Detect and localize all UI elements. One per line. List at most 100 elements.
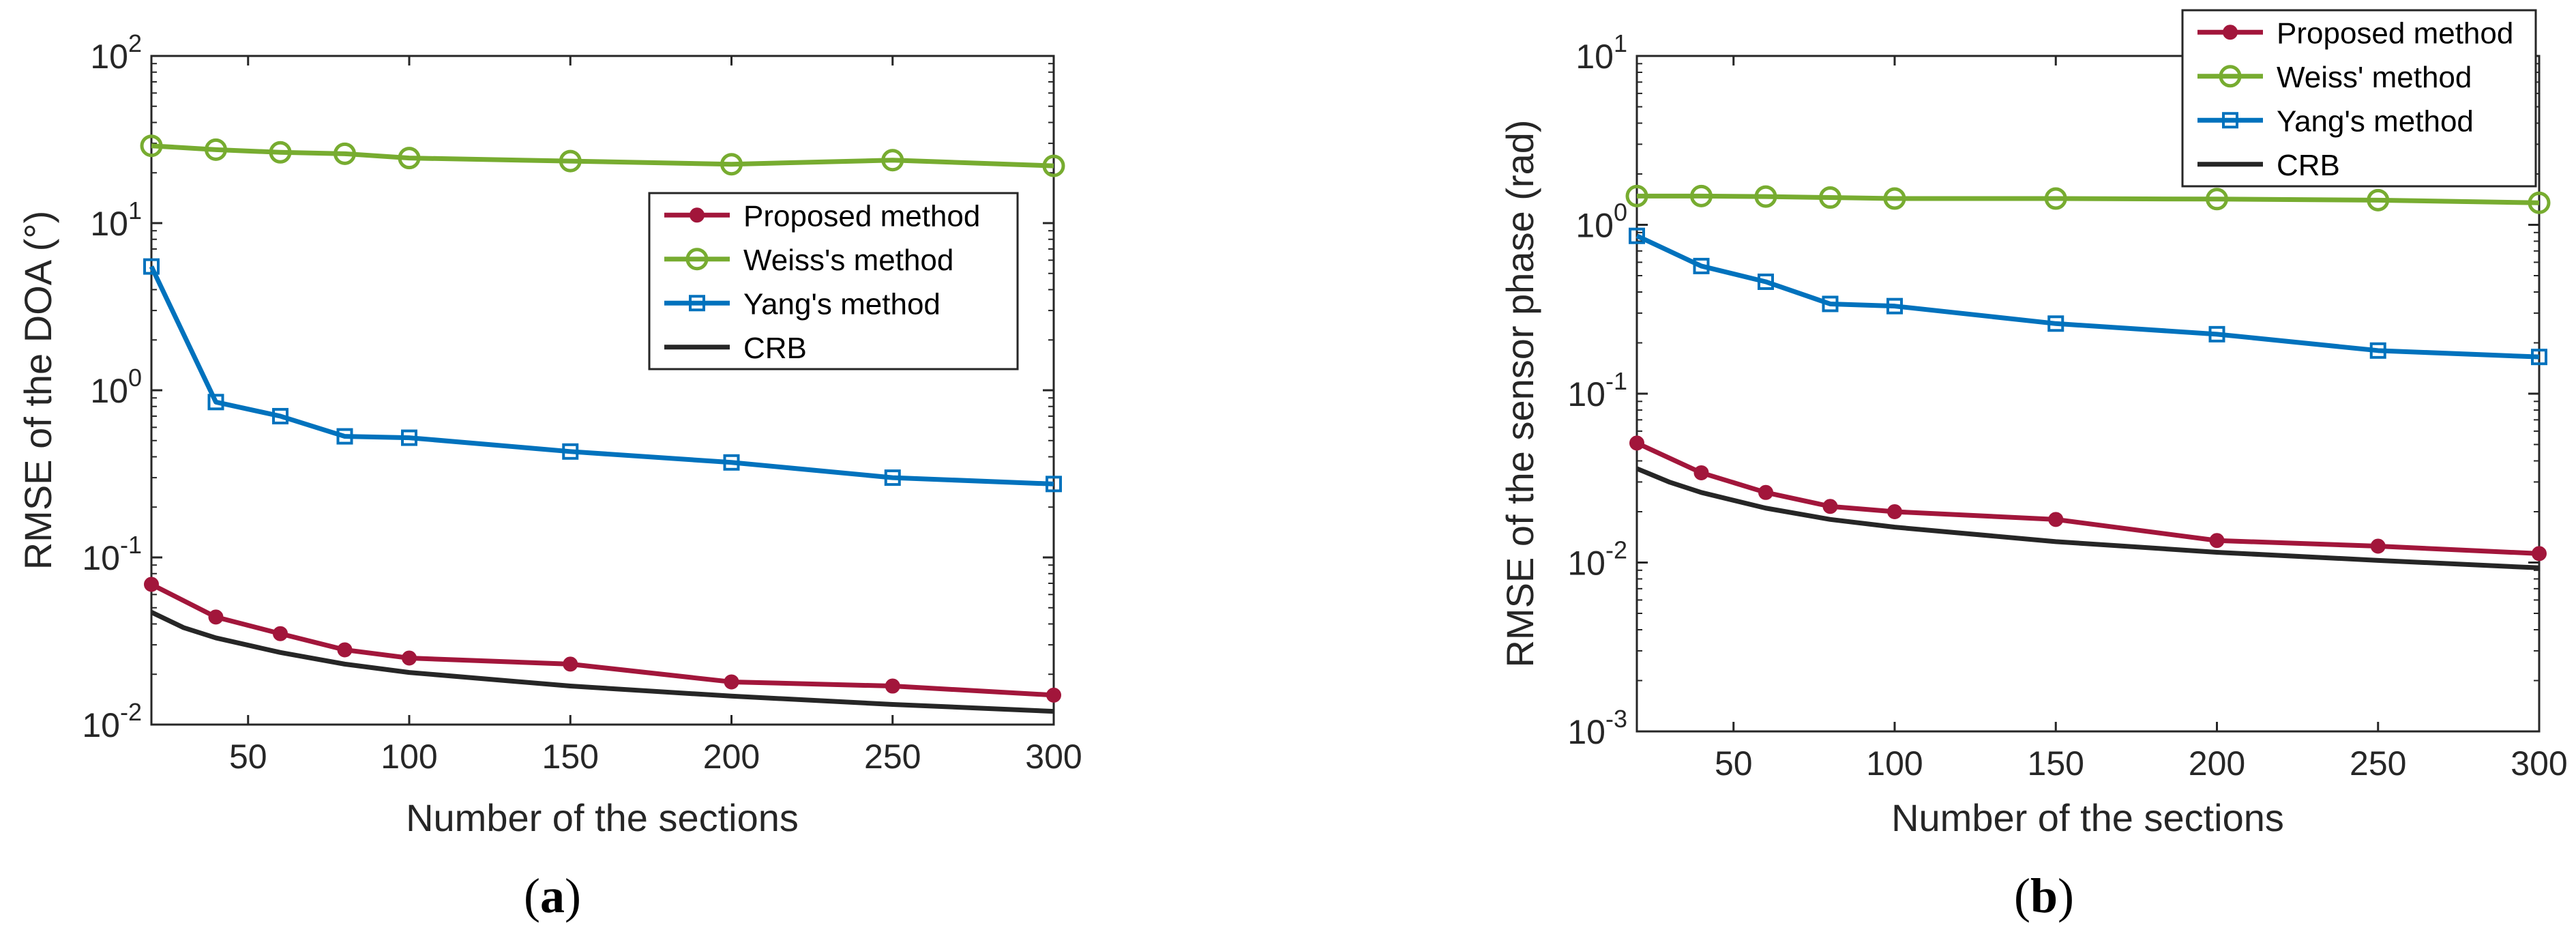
chart-panel-a: 50 100 150 200 250 300 10-2 10-1 100 101 102 Numb… <box>16 29 1082 923</box>
data-point <box>1887 504 1902 519</box>
data-point <box>207 394 224 411</box>
plot-area <box>150 55 1055 726</box>
legend: Proposed method Weiss' method Yang's metho… <box>2181 9 2537 188</box>
data-point <box>140 134 163 158</box>
data-point <box>1822 295 1839 312</box>
x-tick-label: 50 <box>1715 744 1753 783</box>
data-point <box>2222 112 2238 129</box>
x-tick-label: 300 <box>1025 738 1082 776</box>
data-point <box>334 142 356 165</box>
data-point <box>2048 512 2064 527</box>
data-point <box>724 674 739 690</box>
data-point <box>337 642 353 658</box>
data-point <box>143 258 160 275</box>
series-line <box>149 265 1054 486</box>
x-tick-label: 200 <box>2189 744 2245 783</box>
data-point <box>1042 154 1065 177</box>
series-line <box>151 143 1054 169</box>
series-yang <box>1629 227 2547 366</box>
y-tick-label: 102 <box>90 29 142 76</box>
data-point <box>144 577 159 592</box>
x-tick-label: 150 <box>2028 744 2084 783</box>
data-point <box>563 656 578 672</box>
data-point <box>269 141 292 164</box>
legend-box <box>2181 9 2537 188</box>
data-point <box>720 153 743 176</box>
data-point <box>2219 65 2242 88</box>
data-point <box>2206 188 2228 211</box>
data-point <box>2369 342 2386 359</box>
legend-box <box>648 192 1019 370</box>
data-point <box>562 443 579 460</box>
data-point <box>2367 188 2390 212</box>
data-point <box>1046 476 1062 493</box>
legend-label-crb: CRB <box>2277 149 2340 182</box>
data-point <box>1886 297 1903 315</box>
series-proposed <box>144 577 1061 703</box>
data-point <box>273 626 288 641</box>
y-axis-label: RMSE of the sensor phase (rad) <box>1498 119 1541 667</box>
legend-label-weiss: Weiss's method <box>743 244 953 277</box>
data-point <box>1690 184 1713 207</box>
x-tick-label: 200 <box>703 738 760 776</box>
y-tick-label: 101 <box>1575 29 1627 76</box>
data-point <box>398 147 421 170</box>
series-line <box>1635 466 2540 570</box>
x-tick-label: 250 <box>864 738 921 776</box>
x-tick-label: 100 <box>1866 744 1923 783</box>
data-point <box>1046 687 1061 703</box>
data-point <box>2223 25 2238 40</box>
x-tick-label: 150 <box>542 738 599 776</box>
x-tick-label: 50 <box>229 738 267 776</box>
series-proposed <box>1629 435 2547 562</box>
data-point <box>272 407 288 424</box>
data-point <box>2532 546 2547 562</box>
data-point <box>689 295 705 312</box>
y-tick-label: 10-2 <box>82 698 142 744</box>
y-tick-label: 100 <box>1575 199 1627 245</box>
data-point <box>336 428 353 445</box>
data-point <box>1758 273 1774 290</box>
data-point <box>1625 184 1648 207</box>
series-line <box>1635 233 2540 360</box>
panel-caption: (b) <box>2014 869 2074 923</box>
series-line <box>150 610 1054 714</box>
data-point <box>2528 191 2551 214</box>
data-point <box>402 650 417 666</box>
chart-panel-b: 50 100 150 200 250 300 10-3 10-2 10-1 100 101 Num… <box>1498 9 2568 923</box>
legend-label-weiss: Weiss' method <box>2277 61 2472 94</box>
series-crb <box>1635 466 2540 570</box>
y-tick-label: 10-1 <box>82 531 142 577</box>
data-point <box>2044 187 2067 210</box>
data-point <box>723 454 740 471</box>
series-weiss <box>1625 184 2551 214</box>
data-point <box>401 429 417 446</box>
legend-label-yang: Yang's method <box>2277 104 2474 138</box>
y-tick-label: 10-3 <box>1567 705 1627 751</box>
data-point <box>2209 533 2225 549</box>
x-axis-label: Number of the sections <box>406 796 799 839</box>
x-tick-label: 100 <box>381 738 437 776</box>
data-point <box>1883 187 1906 210</box>
data-point <box>884 469 901 486</box>
y-axis-label: RMSE of the DOA (°) <box>16 211 59 570</box>
panel-caption: (a) <box>524 869 581 923</box>
series-weiss <box>140 134 1065 177</box>
series-crb <box>150 610 1054 714</box>
data-point <box>1822 499 1838 514</box>
data-point <box>1819 186 1841 209</box>
data-point <box>559 149 582 173</box>
data-point <box>2047 315 2064 332</box>
data-point <box>1693 257 1710 274</box>
series-yang <box>143 258 1062 493</box>
data-point <box>2208 325 2225 343</box>
legend-label-yang: Yang's method <box>743 287 941 321</box>
legend-label-proposed: Proposed method <box>2277 16 2513 50</box>
x-axis-label: Number of the sections <box>1891 796 2284 839</box>
data-point <box>1754 185 1777 208</box>
y-tick-label: 10-1 <box>1567 367 1627 413</box>
data-point <box>1629 227 1645 244</box>
legend: Proposed method Weiss's method Yang's meth… <box>648 192 1019 370</box>
data-point <box>1758 484 1773 500</box>
